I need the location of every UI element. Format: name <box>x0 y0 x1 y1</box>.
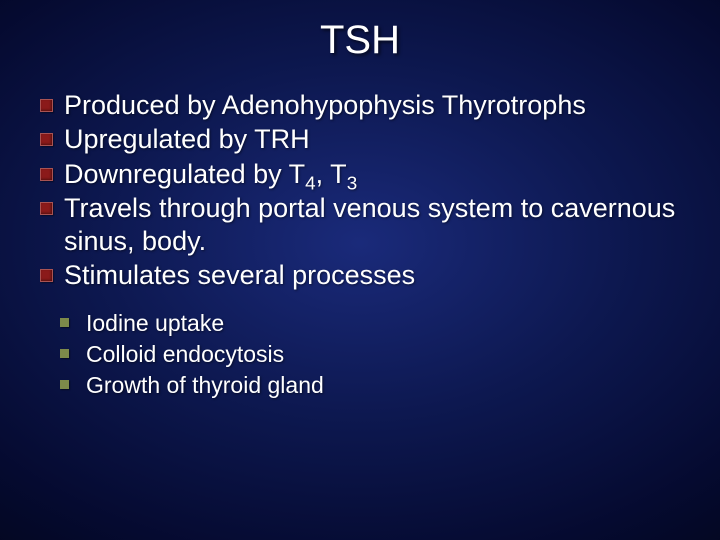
slide-title: TSH <box>36 18 684 63</box>
bullet-item: Downregulated by T4, T3 <box>64 158 684 190</box>
bullet-item: Stimulates several processes <box>64 259 684 291</box>
bullet-item: Produced by Adenohypophysis Thyrotrophs <box>64 89 684 121</box>
bullet-item: Upregulated by TRH <box>64 123 684 155</box>
main-bullet-list: Produced by Adenohypophysis Thyrotrophs … <box>36 89 684 291</box>
sub-bullet-item: Iodine uptake <box>86 309 684 338</box>
bullet-item: Travels through portal venous system to … <box>64 192 684 257</box>
sub-bullet-item: Growth of thyroid gland <box>86 371 684 400</box>
sub-bullet-item: Colloid endocytosis <box>86 340 684 369</box>
sub-bullet-list: Iodine uptake Colloid endocytosis Growth… <box>36 309 684 399</box>
